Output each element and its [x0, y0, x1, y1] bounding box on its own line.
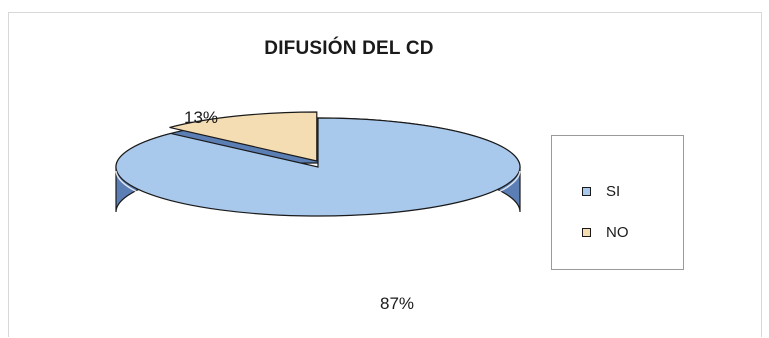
legend-label-no: NO [606, 223, 629, 241]
legend-label-si: SI [606, 182, 621, 200]
chart-legend: SI NO [551, 135, 684, 270]
data-label-si: 87% [380, 294, 414, 313]
pie-rim-highlight [115, 170, 521, 220]
pie-slice-si [115, 117, 521, 217]
pie-slice-no [169, 111, 318, 162]
legend-swatch-si [582, 186, 591, 196]
data-label-no: 13% [184, 108, 218, 127]
legend-item-no: NO [582, 221, 629, 243]
legend-swatch-no [582, 227, 591, 237]
legend-item-si: SI [582, 180, 620, 202]
chart-title: DIFUSIÓN DEL CD [264, 38, 434, 59]
